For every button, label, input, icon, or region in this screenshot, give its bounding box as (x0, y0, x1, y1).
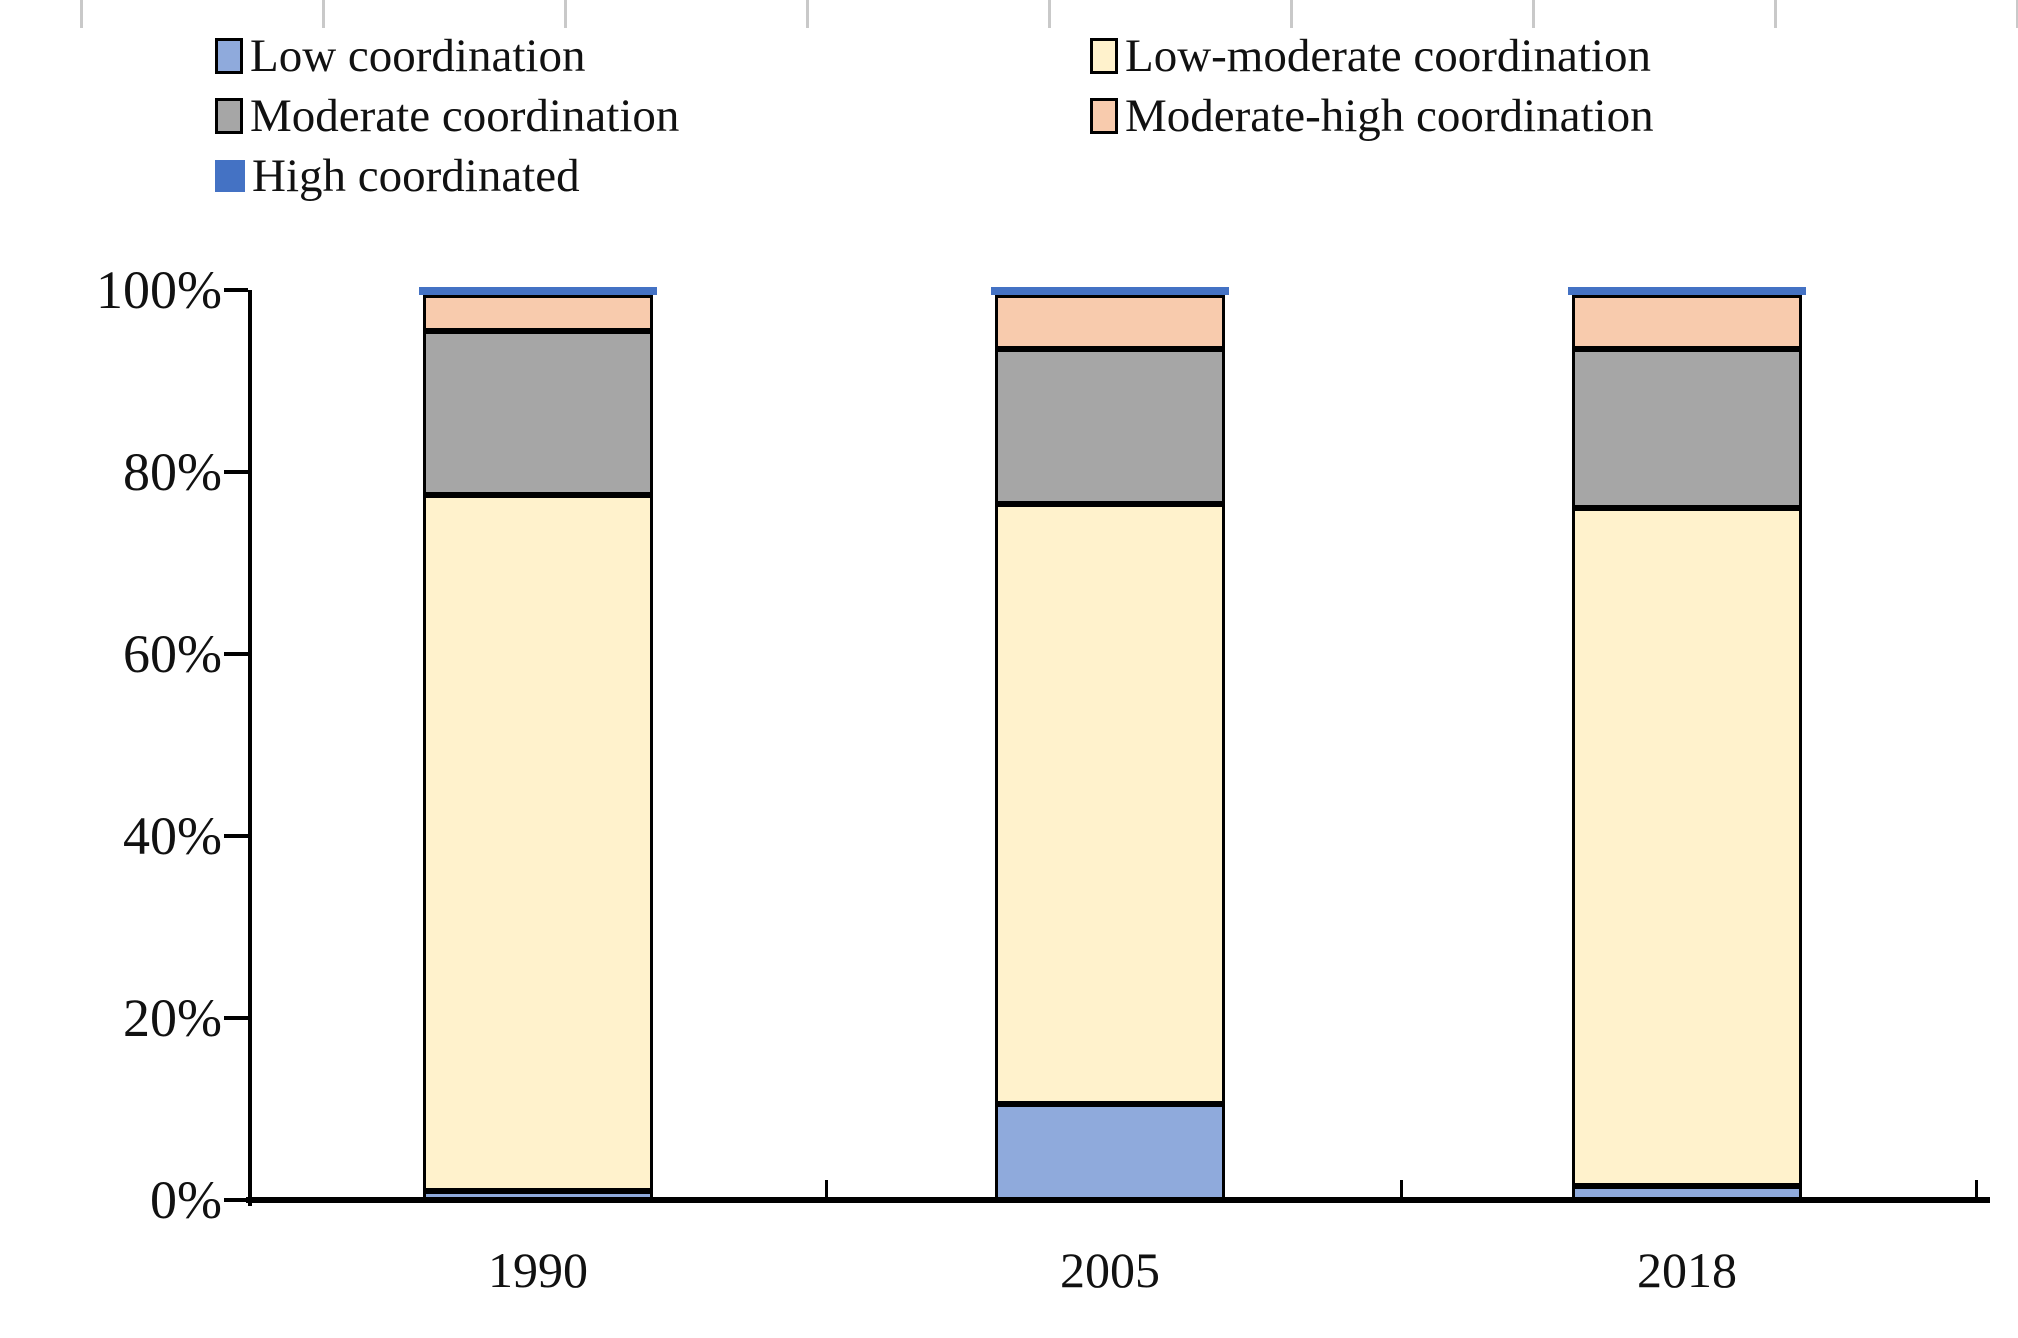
top-tick (806, 0, 809, 28)
bar-segment-high-coordinated (991, 286, 1229, 295)
y-axis-tick (224, 652, 248, 656)
bar-segment-moderate-coordination (995, 349, 1225, 504)
y-tick-label: 40% (123, 806, 222, 866)
x-category-label: 2018 (1637, 1242, 1737, 1298)
bar-segment-low-coordination (995, 1104, 1225, 1200)
y-tick-label: 80% (123, 442, 222, 502)
top-tick (2016, 0, 2018, 28)
bar-segment-high-coordinated (1568, 286, 1806, 295)
y-tick-label: 100% (96, 260, 222, 320)
top-tick (1048, 0, 1051, 28)
y-axis-line (248, 290, 252, 1206)
legend-label: Moderate coordination (250, 90, 680, 142)
y-axis-tick (224, 834, 248, 838)
x-axis-tick (825, 1180, 828, 1200)
legend-label: Low-moderate coordination (1125, 30, 1651, 82)
x-category-label: 1990 (488, 1242, 588, 1298)
bar-segment-low-coordination (1572, 1186, 1802, 1200)
top-tick (80, 0, 83, 28)
x-category-label: 2005 (1060, 1242, 1160, 1298)
legend-item: Low coordination (215, 28, 1090, 84)
y-axis-tick (224, 288, 248, 292)
legend-item: Moderate coordination (215, 88, 1090, 144)
legend: Low coordination Low-moderate coordinatio… (215, 26, 1815, 206)
x-axis-tick (1975, 1180, 1978, 1200)
top-tick (322, 0, 325, 28)
legend-swatch (215, 98, 243, 134)
bar-segment-moderate-high-coordination (423, 294, 653, 331)
legend-swatch (1090, 98, 1118, 134)
legend-item: Low-moderate coordination (1090, 28, 1815, 84)
legend-item: Moderate-high coordination (1090, 88, 1815, 144)
bar-segment-low-moderate-coordination (995, 503, 1225, 1105)
y-tick-label: 0% (150, 1170, 222, 1230)
bar-segment-low-moderate-coordination (1572, 508, 1802, 1187)
legend-swatch (215, 160, 245, 192)
x-axis-line (246, 1197, 1990, 1203)
legend-item: High coordinated (215, 148, 1090, 204)
legend-swatch (215, 38, 243, 74)
y-axis-tick (224, 1016, 248, 1020)
y-axis-tick (224, 1198, 248, 1202)
legend-label: Low coordination (250, 30, 586, 82)
y-tick-label: 20% (123, 988, 222, 1048)
y-axis-tick (224, 470, 248, 474)
bar-segment-moderate-high-coordination (995, 294, 1225, 350)
bar-segment-low-coordination (423, 1190, 653, 1200)
y-tick-label: 60% (123, 624, 222, 684)
bar-segment-moderate-coordination (1572, 349, 1802, 509)
bar-segment-high-coordinated (419, 286, 657, 295)
legend-label: High coordinated (252, 150, 580, 202)
top-tick (564, 0, 567, 28)
bar-segment-moderate-coordination (423, 330, 653, 495)
bar-segment-low-moderate-coordination (423, 494, 653, 1191)
top-tick (1290, 0, 1293, 28)
bar-segment-moderate-high-coordination (1572, 294, 1802, 350)
legend-label: Moderate-high coordination (1125, 90, 1654, 142)
top-ticks (0, 0, 2018, 30)
x-axis-tick (1400, 1180, 1403, 1200)
legend-swatch (1090, 38, 1118, 74)
top-tick (1532, 0, 1535, 28)
top-tick (1774, 0, 1777, 28)
